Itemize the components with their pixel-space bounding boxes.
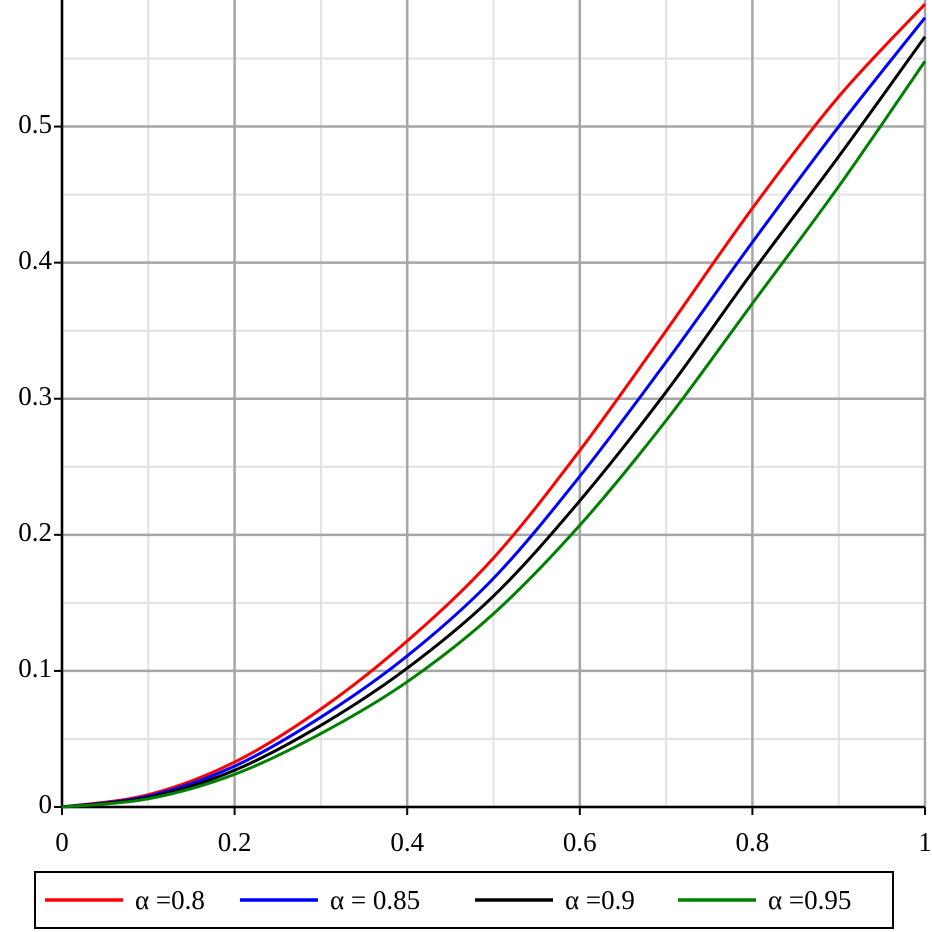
y-tick-label: 0.2 <box>18 517 52 547</box>
y-tick-label: 0 <box>39 789 53 819</box>
x-tick-label: 0 <box>55 827 69 857</box>
y-tick-label: 0.1 <box>18 653 52 683</box>
series-line <box>61 16 927 809</box>
legend-label: α =0.95 <box>768 885 851 915</box>
x-tick-label: 0.4 <box>390 827 424 857</box>
series-line <box>61 60 927 809</box>
series-line <box>61 3 927 809</box>
legend-label: α = 0.85 <box>330 885 420 915</box>
x-tick-label: 0.8 <box>736 827 770 857</box>
legend-label: α =0.8 <box>135 885 205 915</box>
y-tick-label: 0.3 <box>18 381 52 411</box>
x-tick-label: 1 <box>918 827 932 857</box>
y-tick-label: 0.4 <box>18 245 52 275</box>
legend-label: α =0.9 <box>565 885 635 915</box>
series-line <box>61 35 927 809</box>
y-tick-label: 0.5 <box>18 109 52 139</box>
x-tick-label: 0.2 <box>218 827 252 857</box>
x-tick-label: 0.6 <box>563 827 597 857</box>
